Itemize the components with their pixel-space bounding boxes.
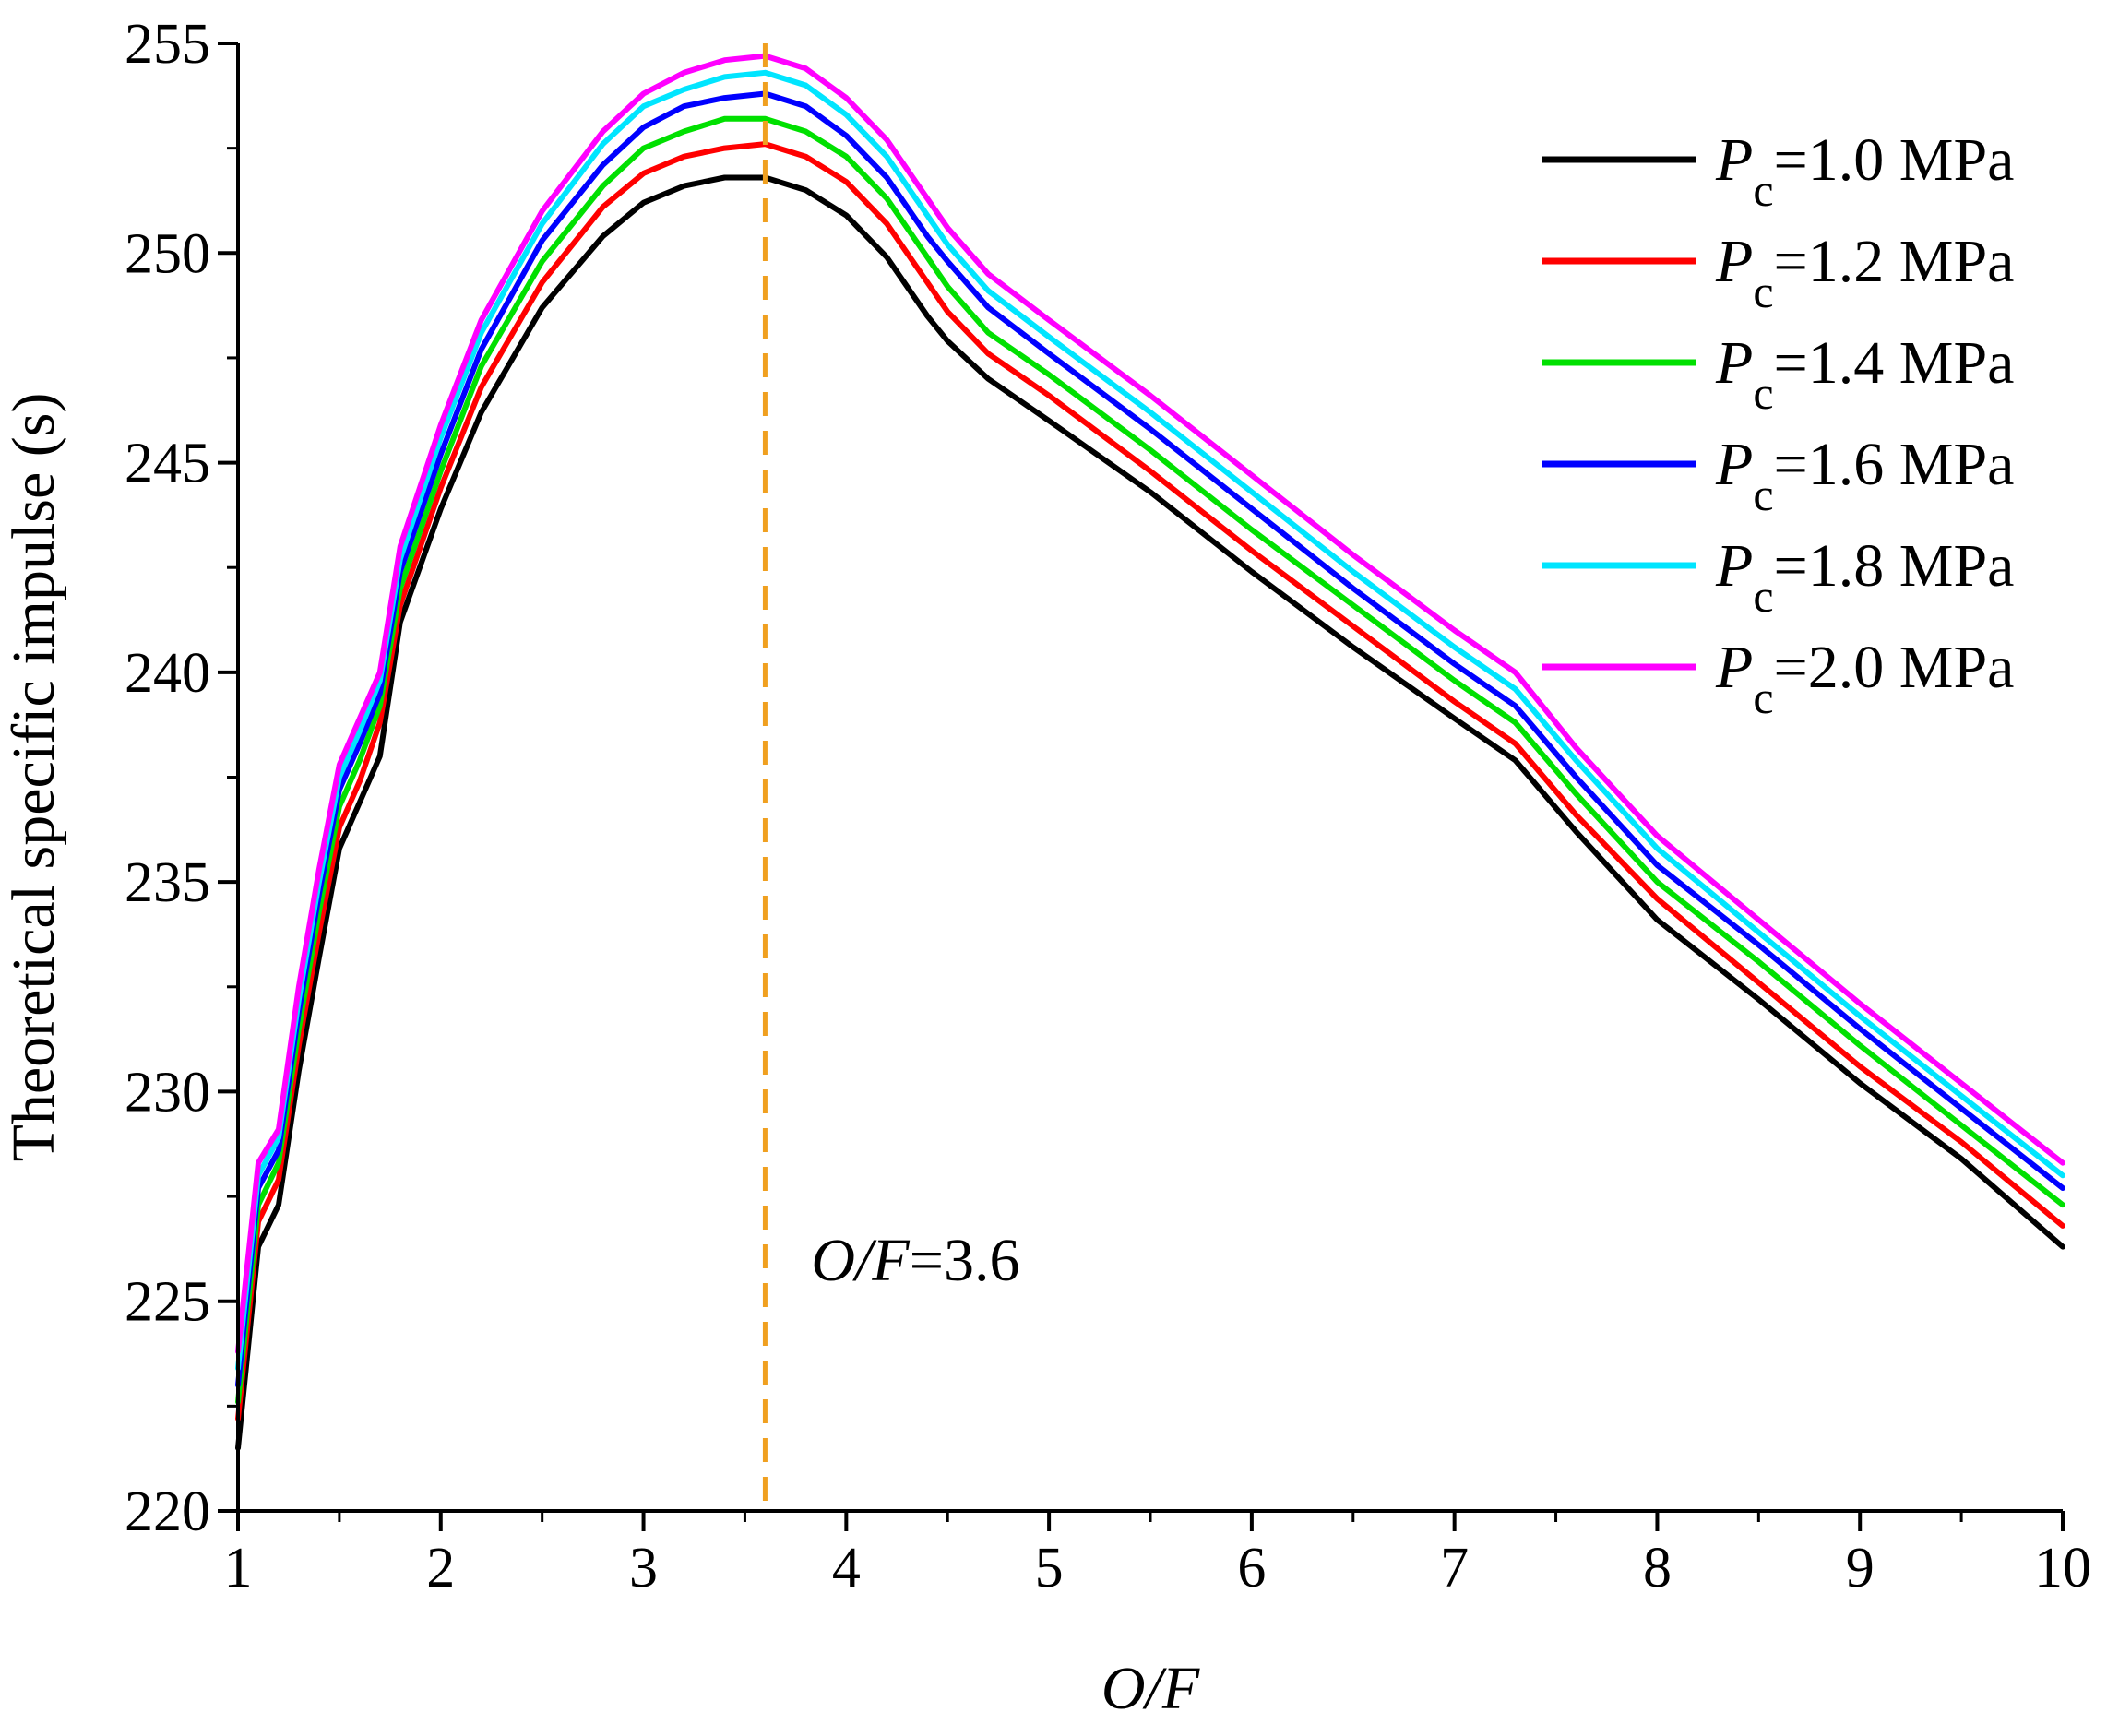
series-line-6	[235, 53, 2065, 1355]
x-tick-label: 1	[224, 1537, 253, 1599]
x-tick-label: 4	[832, 1537, 861, 1599]
legend-item-4: Pc=1.6 MPa	[1542, 431, 2014, 520]
legend-item-5: Pc=1.8 MPa	[1542, 532, 2014, 622]
optimum-annotation-label: O/F=3.6	[811, 1227, 1019, 1294]
y-axis-title: Theoretical specific impulse (s)	[0, 393, 67, 1162]
x-tick-label: 10	[2034, 1537, 2091, 1599]
y-tick-label: 225	[125, 1271, 210, 1334]
legend: Pc=1.0 MPa Pc=1.2 MPa Pc=1.4 MPa Pc=1.6 MPa…	[1542, 126, 2014, 723]
series-line-3	[235, 115, 2065, 1405]
x-tick-label: 2	[426, 1537, 455, 1599]
x-tick-label: 6	[1237, 1537, 1266, 1599]
legend-label: Pc=2.0 MPa	[1715, 634, 2014, 723]
annotation-layer: O/F=3.6	[762, 43, 1019, 1511]
y-tick-label: 245	[125, 433, 210, 495]
legend-item-1: Pc=1.0 MPa	[1542, 126, 2014, 216]
x-tick-label: 3	[629, 1537, 658, 1599]
series-line-1	[235, 174, 2065, 1451]
y-tick-label: 235	[125, 851, 210, 914]
plot-area	[235, 53, 2065, 1451]
series-line-5	[235, 69, 2065, 1372]
y-tick-label: 240	[125, 642, 210, 705]
y-tick-label: 230	[125, 1061, 210, 1124]
legend-label: Pc=1.6 MPa	[1715, 431, 2014, 520]
legend-item-2: Pc=1.2 MPa	[1542, 228, 2014, 317]
series-line-4	[235, 90, 2065, 1388]
series-line-2	[235, 141, 2065, 1421]
legend-label: Pc=1.8 MPa	[1715, 532, 2014, 622]
legend-label: Pc=1.0 MPa	[1715, 126, 2014, 216]
axes: 1 2 3 4 5 6 7 8 9 10 220 225 230 235 240 245 250 255 O/F Th…	[0, 13, 2091, 1722]
x-tick-label: 7	[1440, 1537, 1469, 1599]
legend-item-6: Pc=2.0 MPa	[1542, 634, 2014, 723]
y-tick-label: 255	[125, 13, 210, 76]
x-tick-label: 5	[1035, 1537, 1064, 1599]
legend-label: Pc=1.2 MPa	[1715, 228, 2014, 317]
x-tick-label: 9	[1846, 1537, 1875, 1599]
y-tick-label: 220	[125, 1480, 210, 1543]
x-tick-label: 8	[1643, 1537, 1672, 1599]
legend-label: Pc=1.4 MPa	[1715, 329, 2014, 419]
legend-item-3: Pc=1.4 MPa	[1542, 329, 2014, 419]
x-axis-title: O/F	[1101, 1655, 1200, 1722]
y-tick-label: 250	[125, 222, 210, 285]
